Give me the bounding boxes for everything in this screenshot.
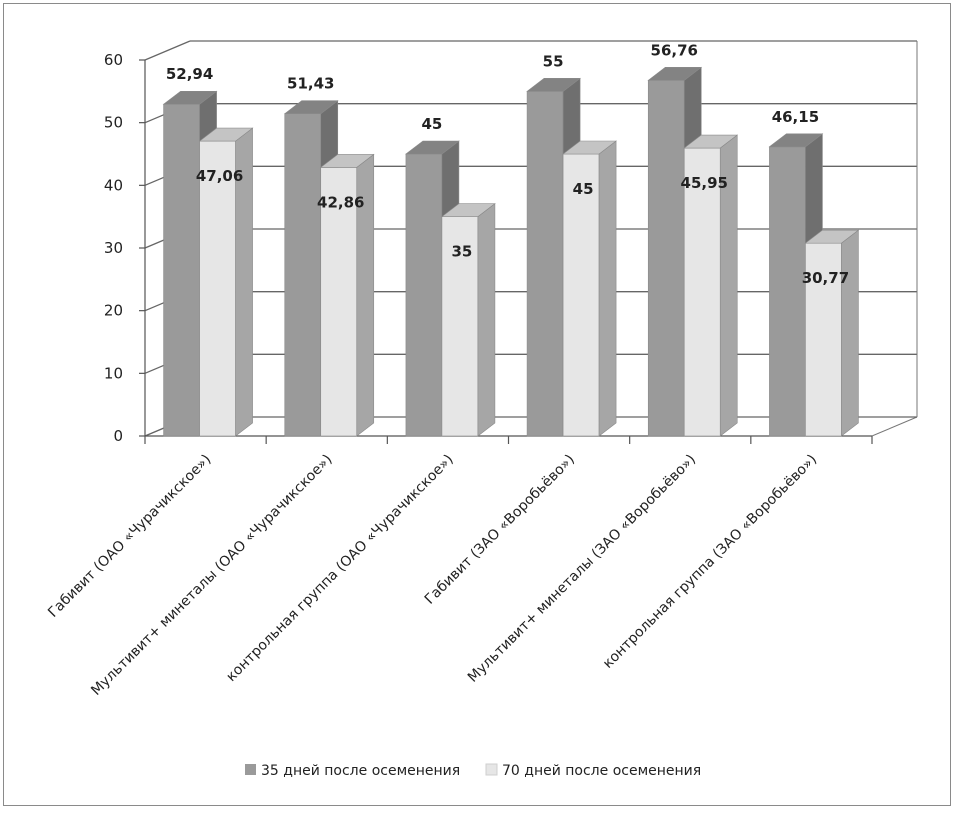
bar-series-2-side (477, 203, 496, 437)
legend: 35 дней после осеменения 70 дней после ос… (245, 763, 701, 779)
data-label: 46,15 (772, 108, 819, 126)
y-tick-label: 50 (104, 114, 123, 132)
bar-series-2 (804, 229, 860, 437)
y-tick-label: 60 (104, 51, 123, 69)
bar-series-2 (319, 153, 375, 437)
data-label: 45 (573, 180, 594, 198)
bar-series-2-top (683, 134, 739, 149)
bar-series-2-side (598, 140, 617, 437)
bar-series-2-front (562, 153, 600, 437)
data-label: 47,06 (196, 167, 243, 185)
data-label: 35 (451, 243, 472, 261)
bar-series-1-top (162, 90, 218, 105)
bar-series-2-top (441, 203, 496, 217)
data-label: 30,77 (802, 269, 849, 287)
data-label: 45 (421, 115, 442, 133)
bar-series-1-top (526, 78, 581, 92)
y-tick-label: 30 (104, 239, 123, 257)
bar-series-2-top (562, 140, 617, 155)
bar-series-1-front (163, 103, 200, 437)
bar-series-2 (441, 203, 496, 437)
data-label: 45,95 (681, 174, 728, 192)
bar-series-1-top (405, 140, 460, 155)
axes (139, 59, 873, 444)
bar-series-2 (683, 134, 739, 437)
bar-series-2-front (320, 167, 358, 437)
legend-swatch (245, 764, 256, 775)
bar-series-1-front (526, 91, 564, 437)
bar-series-2-front (199, 140, 236, 437)
bar-series-1-top (768, 133, 824, 148)
bar-series-2-side (841, 229, 859, 437)
y-tick-label: 20 (104, 302, 123, 320)
bar-series-1-front (284, 113, 322, 437)
bar-series-1-top (283, 100, 339, 115)
bar-series-2 (198, 127, 254, 437)
bar-series-2 (562, 140, 617, 437)
bar-series-1-front (647, 80, 685, 437)
bar-series-2-top (319, 154, 375, 168)
y-tick-label: 10 (104, 364, 123, 382)
bar-series-2-front (805, 242, 842, 437)
bar-series-2-front (441, 216, 479, 437)
bar-series-1-front (405, 153, 443, 437)
y-tick-labels: 0 10 20 30 40 50 60 (104, 51, 123, 445)
legend-label: 70 дней после осеменения (502, 763, 701, 779)
bar-series-1-top (647, 67, 703, 81)
bar-series-1-front (769, 146, 806, 437)
data-label: 51,43 (287, 75, 334, 93)
y-tick-label: 40 (104, 176, 123, 194)
bar-series-2-top (198, 127, 254, 142)
bar-series-2-front (683, 147, 721, 437)
gridline-diagonal (144, 40, 191, 61)
category-label: Мультивит+ минеталы (ОАО «Чурачикское») (88, 452, 335, 699)
data-label: 55 (543, 52, 564, 70)
bars (162, 66, 860, 437)
data-label: 42,86 (317, 193, 364, 211)
data-label: 56,76 (651, 41, 698, 59)
legend-swatch (485, 763, 498, 776)
legend-label: 35 дней после осеменения (261, 763, 460, 779)
data-label: 52,94 (166, 65, 213, 83)
data-labels: 52,94 47,06 51,43 42,86 45 35 55 45 56,76 45,95 46… (166, 41, 849, 287)
category-label: контрольная группа (ЗАО «Воробьёво») (600, 452, 820, 672)
y-tick-label: 0 (113, 427, 123, 445)
category-label: Мультивит+ минеталы (ЗАО «Воробьёво») (465, 452, 699, 686)
category-labels: Габивит (ОАО «Чурачикское»)Мультивит+ ми… (45, 452, 820, 699)
category-label: контрольная группа (ОАО «Чурачикское») (223, 452, 456, 685)
bar-series-2-top (804, 229, 860, 244)
